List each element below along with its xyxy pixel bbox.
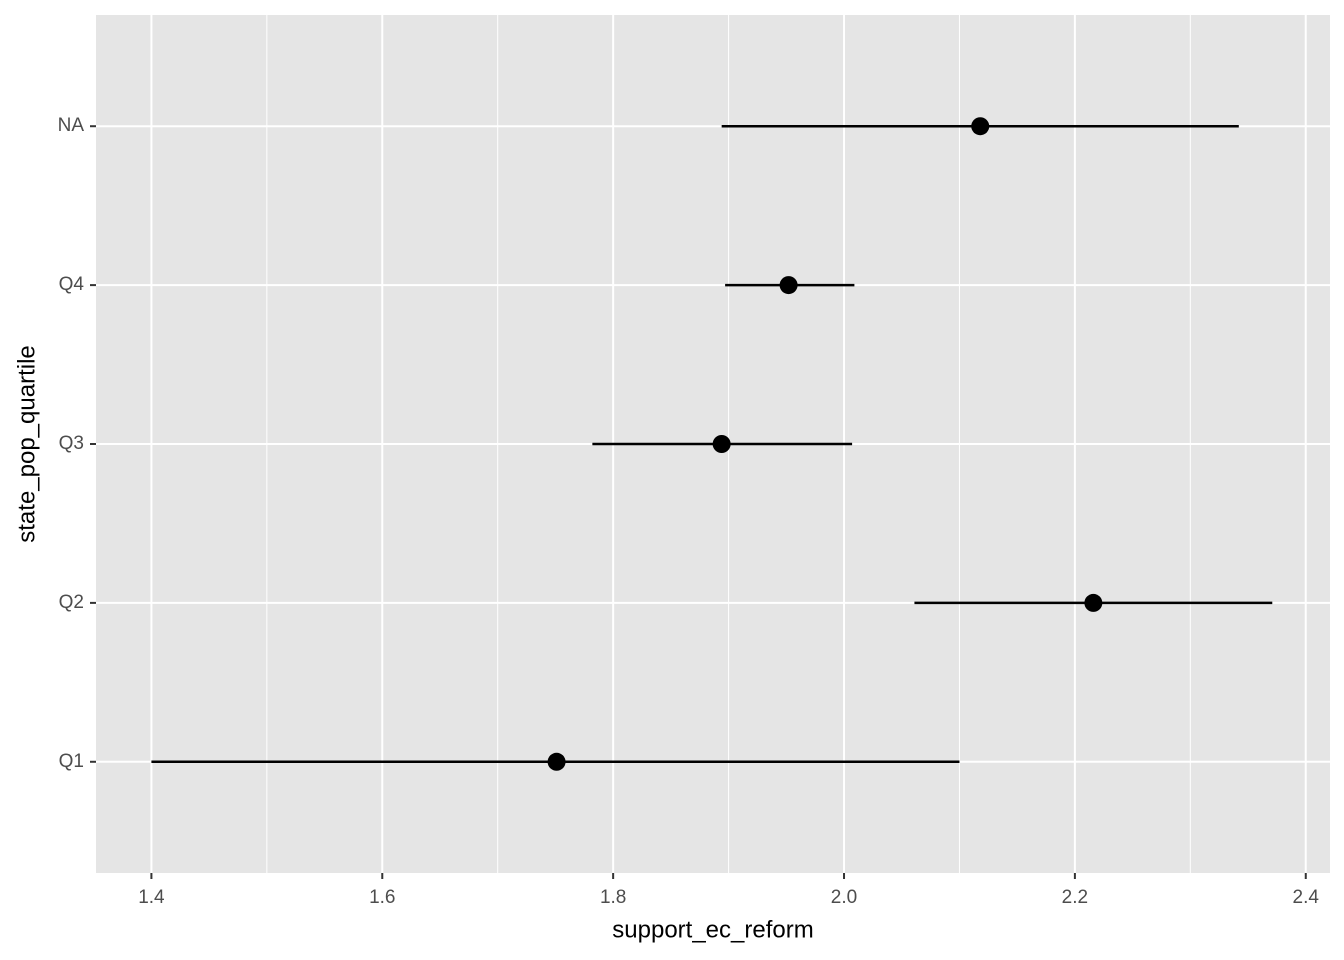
y-axis-title: state_pop_quartile [13, 345, 40, 542]
x-tick-label: 1.6 [369, 887, 395, 908]
point [779, 276, 798, 295]
y-tick-label: Q1 [59, 751, 84, 772]
y-tick-label: Q3 [59, 433, 84, 454]
x-tick-label: 1.8 [600, 887, 626, 908]
y-tick-label: Q4 [59, 274, 85, 295]
point [971, 117, 990, 136]
point [712, 435, 731, 453]
x-tick-label: 2.4 [1293, 887, 1320, 908]
x-tick-label: 2.0 [831, 887, 857, 908]
y-tick-label: NA [58, 115, 85, 136]
point [1084, 593, 1103, 612]
x-tick-label: 1.4 [138, 887, 165, 908]
point [547, 752, 566, 771]
y-tick-label: Q2 [59, 592, 84, 613]
x-axis-title: support_ec_reform [612, 916, 813, 943]
x-tick-label: 2.2 [1062, 887, 1088, 908]
